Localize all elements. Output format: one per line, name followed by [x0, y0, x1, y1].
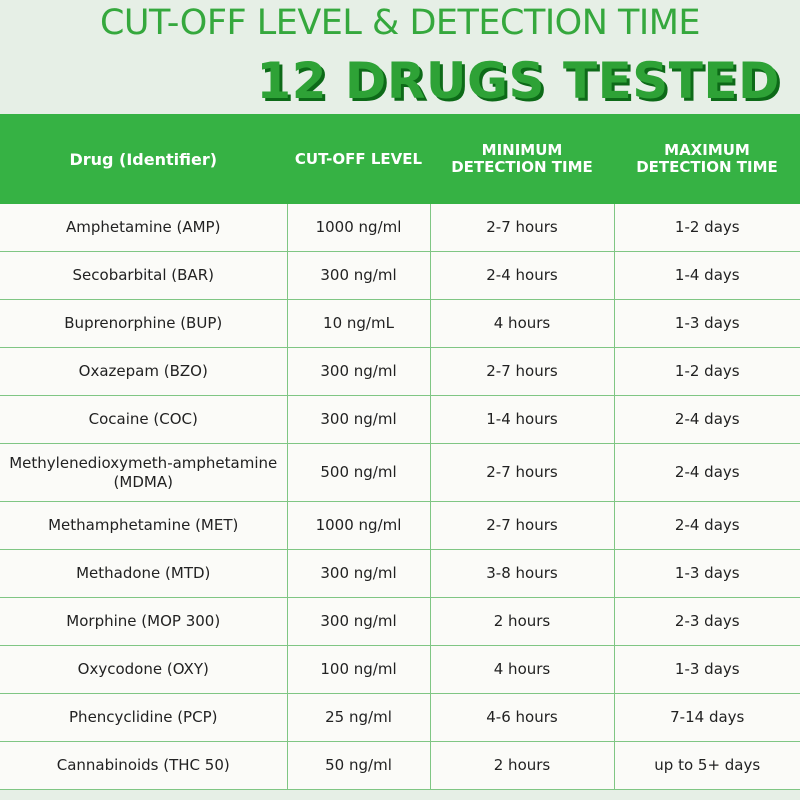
table-row: Secobarbital (BAR) 300 ng/ml 2-4 hours 1… — [0, 251, 800, 300]
drug-cell: Oxycodone (OXY) — [0, 645, 288, 694]
max-detection-cell: 1-4 days — [613, 251, 800, 300]
table-row: Amphetamine (AMP) 1000 ng/ml 2-7 hours 1… — [0, 204, 800, 252]
table-header-row: Drug (Identifier) CUT-OFF LEVEL MINIMUM … — [0, 114, 800, 204]
cutoff-cell: 100 ng/ml — [286, 645, 431, 694]
cutoff-cell: 300 ng/ml — [286, 347, 431, 396]
drug-cell: Buprenorphine (BUP) — [0, 299, 288, 348]
drug-cell: Phencyclidine (PCP) — [0, 693, 288, 742]
drug-cell: Morphine (MOP 300) — [0, 597, 288, 646]
drug-cell: Methadone (MTD) — [0, 549, 288, 598]
table-row: Methylenedioxymeth-amphetamine (MDMA) 50… — [0, 443, 800, 502]
drug-cell: Oxazepam (BZO) — [0, 347, 288, 396]
min-detection-cell: 2-7 hours — [429, 443, 615, 502]
drug-cell: Methylenedioxymeth-amphetamine (MDMA) — [0, 443, 288, 502]
min-detection-cell: 4-6 hours — [429, 693, 615, 742]
table-row: Methadone (MTD) 300 ng/ml 3-8 hours 1-3 … — [0, 549, 800, 598]
table-row: Phencyclidine (PCP) 25 ng/ml 4-6 hours 7… — [0, 693, 800, 742]
cutoff-cell: 300 ng/ml — [286, 549, 431, 598]
min-detection-cell: 2 hours — [429, 597, 615, 646]
max-detection-cell: up to 5+ days — [613, 741, 800, 790]
cutoff-cell: 10 ng/mL — [286, 299, 431, 348]
cutoff-cell: 1000 ng/ml — [286, 204, 431, 252]
cutoff-cell: 50 ng/ml — [286, 741, 431, 790]
min-detection-cell: 2-7 hours — [429, 204, 615, 252]
cutoff-cell: 300 ng/ml — [286, 395, 431, 444]
max-detection-cell: 2-3 days — [613, 597, 800, 646]
min-detection-cell: 2-7 hours — [429, 501, 615, 550]
max-detection-cell: 2-4 days — [613, 443, 800, 502]
table-row: Oxazepam (BZO) 300 ng/ml 2-7 hours 1-2 d… — [0, 347, 800, 396]
max-detection-cell: 1-3 days — [613, 645, 800, 694]
min-detection-cell: 4 hours — [429, 299, 615, 348]
page-title-line-1: CUT-OFF LEVEL & DETECTION TIME — [99, 3, 701, 43]
max-detection-cell: 2-4 days — [613, 501, 800, 550]
cutoff-cell: 300 ng/ml — [286, 251, 431, 300]
cutoff-cell: 300 ng/ml — [286, 597, 431, 646]
drug-table: Drug (Identifier) CUT-OFF LEVEL MINIMUM … — [0, 114, 800, 790]
column-header-drug: Drug (Identifier) — [0, 114, 288, 204]
min-detection-cell: 2-7 hours — [429, 347, 615, 396]
table-row: Oxycodone (OXY) 100 ng/ml 4 hours 1-3 da… — [0, 645, 800, 694]
table-row: Morphine (MOP 300) 300 ng/ml 2 hours 2-3… — [0, 597, 800, 646]
max-detection-cell: 1-3 days — [613, 299, 800, 348]
table-row: Cocaine (COC) 300 ng/ml 1-4 hours 2-4 da… — [0, 395, 800, 444]
cutoff-cell: 500 ng/ml — [286, 443, 431, 502]
drug-cell: Cannabinoids (THC 50) — [0, 741, 288, 790]
cutoff-cell: 1000 ng/ml — [286, 501, 431, 550]
table-row: Cannabinoids (THC 50) 50 ng/ml 2 hours u… — [0, 741, 800, 790]
min-detection-cell: 3-8 hours — [429, 549, 615, 598]
column-header-min-detection: MINIMUM DETECTION TIME — [430, 114, 615, 204]
column-header-max-detection: MAXIMUM DETECTION TIME — [614, 114, 800, 204]
drug-cell: Methamphetamine (MET) — [0, 501, 288, 550]
drug-cell: Secobarbital (BAR) — [0, 251, 288, 300]
column-header-cutoff: CUT-OFF LEVEL — [287, 114, 431, 204]
max-detection-cell: 1-2 days — [613, 347, 800, 396]
page-title-line-2: 12 DRUGS TESTED — [256, 52, 780, 110]
min-detection-cell: 1-4 hours — [429, 395, 615, 444]
min-detection-cell: 2 hours — [429, 741, 615, 790]
max-detection-cell: 7-14 days — [613, 693, 800, 742]
table-row: Methamphetamine (MET) 1000 ng/ml 2-7 hou… — [0, 501, 800, 550]
drug-cell: Amphetamine (AMP) — [0, 204, 288, 252]
table-row: Buprenorphine (BUP) 10 ng/mL 4 hours 1-3… — [0, 299, 800, 348]
max-detection-cell: 1-3 days — [613, 549, 800, 598]
drug-cell: Cocaine (COC) — [0, 395, 288, 444]
max-detection-cell: 2-4 days — [613, 395, 800, 444]
min-detection-cell: 4 hours — [429, 645, 615, 694]
cutoff-cell: 25 ng/ml — [286, 693, 431, 742]
max-detection-cell: 1-2 days — [613, 204, 800, 252]
min-detection-cell: 2-4 hours — [429, 251, 615, 300]
